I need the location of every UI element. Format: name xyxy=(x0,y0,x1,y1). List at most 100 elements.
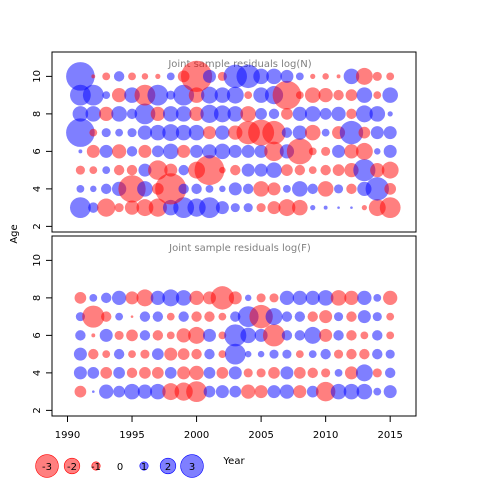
residual-bubble xyxy=(334,184,344,194)
residual-bubble xyxy=(359,348,370,360)
residual-bubble xyxy=(82,305,105,328)
residual-bubble xyxy=(178,311,189,322)
residual-bubble xyxy=(101,183,112,195)
residual-bubble xyxy=(218,312,227,321)
y-tick-label: 2 xyxy=(32,407,43,413)
residual-bubble xyxy=(241,144,255,158)
residual-bubble xyxy=(308,166,317,175)
residual-bubble xyxy=(148,198,167,217)
residual-bubble xyxy=(111,106,127,122)
residual-bubble xyxy=(201,86,218,104)
residual-bubble xyxy=(137,125,153,140)
residual-bubble xyxy=(292,181,308,197)
residual-bubble xyxy=(372,71,382,81)
bubble-layer xyxy=(66,60,401,219)
residual-bubble xyxy=(244,91,253,100)
residual-bubble xyxy=(292,125,307,140)
bubble-layer xyxy=(73,286,398,403)
residual-bubble xyxy=(162,143,179,160)
residual-bubble xyxy=(191,311,202,322)
residual-bubble xyxy=(162,383,180,401)
residual-bubble xyxy=(224,343,246,365)
residual-bubble xyxy=(346,108,357,120)
residual-bubble xyxy=(111,87,127,103)
residual-bubble xyxy=(373,91,382,100)
residual-bubble xyxy=(151,348,164,360)
residual-bubble xyxy=(383,385,397,399)
panel-frame xyxy=(51,235,417,417)
x-tick-label: 1990 xyxy=(55,430,80,441)
residual-bubble xyxy=(230,203,240,213)
residual-bubble xyxy=(343,383,360,400)
residual-bubble xyxy=(204,348,215,360)
y-axis-label: Age xyxy=(9,224,20,243)
residual-bubble xyxy=(269,349,279,359)
residual-bubble xyxy=(373,293,382,302)
residual-bubble xyxy=(386,72,395,81)
residual-bubble xyxy=(218,350,227,359)
residual-bubble xyxy=(203,367,216,379)
residual-bubble xyxy=(295,72,304,81)
residual-bubble xyxy=(355,364,373,382)
y-tick-label: 2 xyxy=(32,223,43,229)
residual-bubble xyxy=(346,330,357,341)
residual-bubble xyxy=(372,368,382,378)
legend-label: -1 xyxy=(91,462,101,473)
residual-bubble xyxy=(226,86,244,104)
residual-bubble xyxy=(137,181,153,197)
residual-bubble xyxy=(319,108,332,120)
residual-bubble xyxy=(356,383,373,400)
residual-bubble xyxy=(125,291,139,305)
residual-bubble xyxy=(254,163,268,177)
residual-bubble xyxy=(330,290,347,306)
residual-bubble xyxy=(282,349,292,359)
residual-bubble xyxy=(224,324,247,347)
residual-bubble xyxy=(101,311,112,322)
residual-bubble xyxy=(85,106,102,122)
residual-bubble xyxy=(294,311,306,322)
residual-bubble xyxy=(219,185,226,193)
residual-bubble xyxy=(91,74,96,79)
residual-bubble xyxy=(76,184,85,193)
residual-bubble xyxy=(319,310,333,324)
residual-bubble xyxy=(253,68,269,85)
residual-bubble xyxy=(78,149,83,154)
residual-bubble xyxy=(126,164,138,176)
panel-log-n: Joint sample residuals log(N) 2 4 6 8 10 xyxy=(32,51,417,233)
residual-bubble xyxy=(162,289,180,307)
residual-bubble xyxy=(88,348,99,360)
residual-bubble xyxy=(175,106,192,122)
panel-frame xyxy=(51,51,417,233)
residual-bubble xyxy=(253,87,269,103)
residual-bubble xyxy=(74,385,87,398)
residual-bubble xyxy=(262,324,286,347)
residual-bubble xyxy=(126,329,138,342)
residual-bubble xyxy=(102,72,111,81)
residual-bubble xyxy=(308,147,317,156)
residual-bubble xyxy=(215,201,229,215)
legend-label: -3 xyxy=(42,462,52,473)
residual-bubble xyxy=(66,118,95,147)
y-tick-label: 6 xyxy=(32,148,43,154)
residual-bubble xyxy=(315,381,336,402)
residual-bubble xyxy=(151,367,164,379)
residual-bubble xyxy=(355,105,373,123)
residual-bubble xyxy=(307,311,318,322)
legend-label: 2 xyxy=(165,462,171,473)
residual-bubble xyxy=(86,144,100,158)
residual-bubble xyxy=(162,106,179,122)
residual-bubble xyxy=(280,69,294,83)
residual-bubble xyxy=(215,125,230,140)
x-tick-label: 2005 xyxy=(248,430,273,441)
residual-bubble xyxy=(268,367,280,379)
residual-bubble xyxy=(115,128,124,137)
legend-label: -2 xyxy=(67,462,77,473)
residual-bubble xyxy=(387,111,393,117)
residual-bubble xyxy=(188,326,206,344)
residual-bubble xyxy=(304,87,321,103)
residual-bubble xyxy=(372,312,382,322)
residual-bubble xyxy=(151,145,164,158)
residual-bubble xyxy=(365,177,389,201)
residual-bubble xyxy=(99,384,114,399)
residual-bubble xyxy=(304,124,321,141)
